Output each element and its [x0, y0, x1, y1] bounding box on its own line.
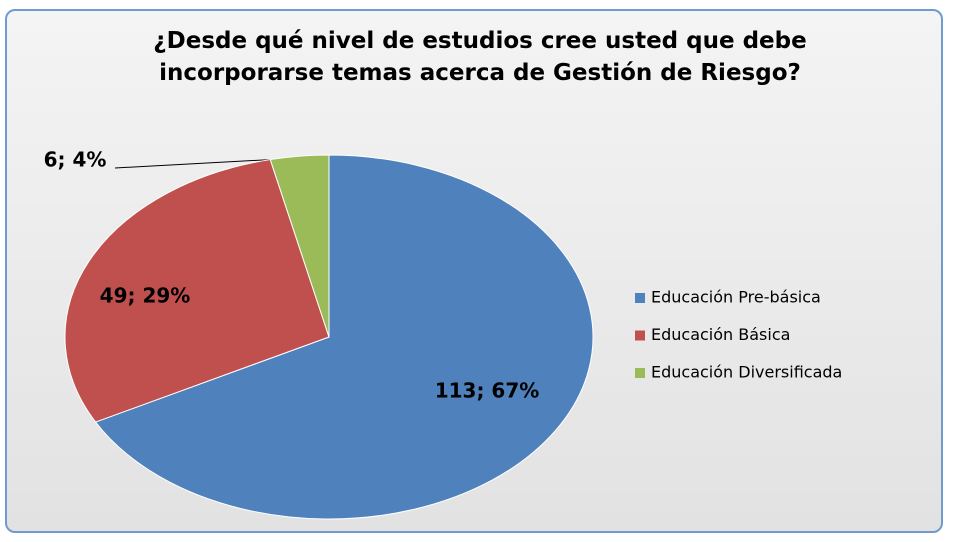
legend-label: Educación Básica — [651, 325, 790, 344]
chart-title: ¿Desde qué nivel de estudios cree usted … — [153, 28, 807, 86]
data-label: 113; 67% — [435, 379, 540, 403]
data-label: 49; 29% — [100, 284, 191, 308]
legend-label: Educación Pre-básica — [651, 288, 821, 307]
pie-slice — [94, 154, 594, 520]
legend-swatch — [635, 368, 645, 378]
data-label: 6; 4% — [44, 148, 107, 172]
pie-slice — [64, 159, 330, 423]
legend-swatch — [635, 330, 645, 341]
pie-slice — [269, 154, 330, 338]
legend-swatch — [635, 293, 645, 303]
legend-label: Educación Diversificada — [651, 363, 842, 382]
